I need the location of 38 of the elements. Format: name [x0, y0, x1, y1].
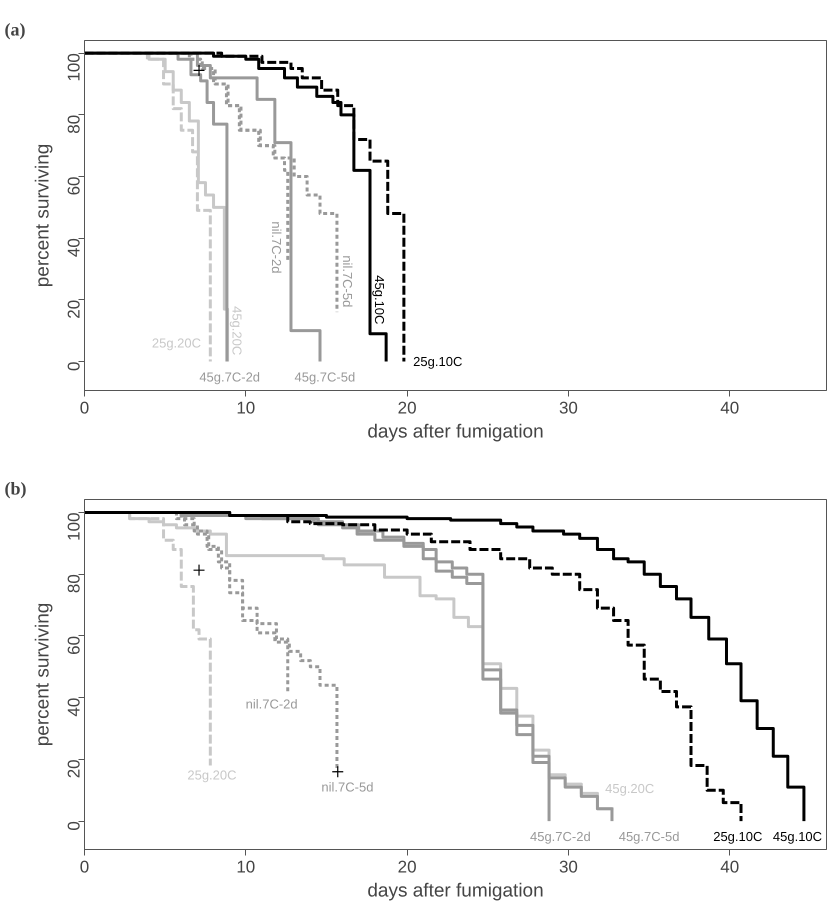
x-tick-label: 20: [398, 858, 417, 876]
y-tick-label: 100: [64, 53, 84, 82]
series-label: 45g.7C-2d: [530, 829, 591, 844]
series-label: 45g.7C-5d: [294, 369, 356, 384]
y-tick-label: 40: [64, 698, 84, 717]
y-tick-label: 20: [64, 300, 84, 319]
series-label: 25g.10C: [713, 829, 762, 844]
y-tick-label: 60: [64, 176, 84, 196]
y-axis-title: percent surviving: [32, 144, 54, 288]
series-label: nil.7C-5d: [321, 780, 374, 795]
x-tick-label: 30: [558, 858, 578, 876]
x-tick-label: 20: [398, 398, 417, 418]
x-tick-label: 10: [236, 398, 256, 418]
x-axis-title: days after fumigation: [367, 880, 544, 902]
y-tick-label: 80: [64, 574, 84, 594]
text: nil.7C-2d: [268, 221, 284, 274]
chart-title: (a): [4, 20, 26, 40]
series-label: 25g.10C: [413, 354, 462, 370]
chart-title: (b): [4, 478, 27, 498]
y-tick-label: 0: [64, 362, 84, 371]
text: nil.7C-5d: [340, 255, 355, 308]
series-label: 45g.7C-5d: [618, 829, 680, 844]
x-tick-label: 30: [558, 398, 578, 418]
text: 45g.10C: [372, 275, 388, 324]
x-tick-label: 40: [720, 858, 740, 876]
x-tick-label: 10: [236, 858, 256, 876]
x-tick-label: 40: [720, 398, 740, 418]
series-label: 45g.7C-2d: [199, 369, 260, 384]
y-tick-label: 20: [64, 759, 84, 778]
x-axis-title: days after fumigation: [367, 422, 544, 442]
y-tick-label: 80: [64, 114, 84, 134]
y-tick-label: 60: [64, 636, 84, 655]
series-label: nil.7C-2d: [246, 696, 298, 712]
series-label: 45g.10C: [772, 829, 822, 844]
y-axis-title: percent surviving: [32, 602, 54, 746]
y-tick-label: 0: [64, 821, 84, 831]
y-tick-label: 40: [64, 238, 84, 258]
y-tick-label: 100: [64, 512, 84, 541]
